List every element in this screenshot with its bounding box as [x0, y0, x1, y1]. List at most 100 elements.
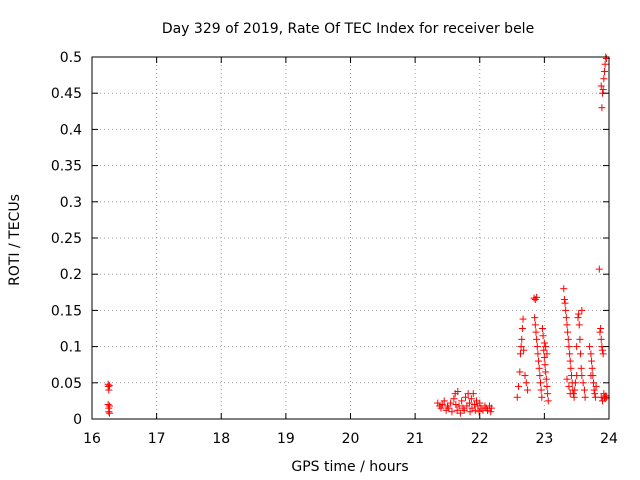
data-point [561, 299, 569, 307]
data-point [542, 368, 550, 376]
data-point [560, 296, 568, 304]
x-tick-label: 23 [535, 431, 553, 447]
data-point [469, 390, 477, 398]
x-tick-label: 20 [342, 431, 360, 447]
data-point [105, 382, 113, 390]
data-point [453, 406, 461, 414]
data-point [579, 379, 587, 387]
y-tick-labels: 0 0.05 0.1 0.15 0.2 0.25 0.3 0.35 0.4 0.45 0.5 [51, 50, 82, 428]
data-point [437, 404, 445, 412]
data-point [440, 397, 448, 405]
y-tick-label: 0.4 [60, 122, 82, 138]
data-point [566, 357, 574, 365]
data-point [475, 408, 483, 416]
data-point [577, 350, 585, 358]
data-point [448, 408, 456, 416]
data-point [562, 314, 570, 322]
data-point [574, 314, 582, 322]
data-point [538, 393, 546, 401]
axis-ticks [91, 56, 610, 420]
data-point [543, 350, 551, 358]
data-point [542, 375, 550, 383]
data-point [602, 392, 610, 400]
x-tick-label: 17 [148, 431, 166, 447]
data-point [599, 397, 607, 405]
data-point [531, 314, 539, 322]
y-tick-label: 0 [73, 412, 82, 428]
data-point [567, 364, 575, 372]
x-tick-label: 24 [600, 431, 618, 447]
data-point [537, 386, 545, 394]
data-point [600, 67, 608, 75]
data-point [538, 325, 546, 332]
x-tick-label: 18 [212, 431, 230, 447]
data-point [519, 315, 527, 323]
data-point [591, 390, 599, 398]
data-point [566, 350, 574, 358]
y-axis-label: ROTI / TECUs [7, 194, 23, 286]
data-point [450, 395, 458, 403]
data-point [466, 408, 474, 416]
data-point [588, 357, 596, 365]
y-tick-label: 0.1 [60, 340, 82, 356]
data-point [487, 404, 495, 412]
data-point [104, 382, 112, 390]
y-tick-label: 0.5 [60, 50, 82, 66]
data-point [564, 328, 572, 336]
data-point [541, 361, 549, 369]
data-point [596, 328, 604, 336]
data-point [599, 346, 607, 354]
data-point [516, 368, 524, 376]
data-point [575, 310, 583, 318]
data-point [531, 321, 539, 329]
data-point [487, 408, 495, 416]
y-tick-label: 0.05 [51, 376, 82, 392]
data-point [536, 379, 544, 387]
data-point [578, 372, 586, 380]
y-tick-label: 0.2 [60, 267, 82, 283]
data-point [516, 350, 524, 358]
data-point [592, 382, 600, 390]
data-point [544, 390, 552, 398]
data-point [597, 335, 605, 343]
data-point [565, 343, 573, 351]
data-point [540, 353, 548, 361]
data-point [588, 364, 596, 372]
data-point [105, 409, 113, 417]
data-point [522, 379, 530, 387]
data-point [597, 82, 605, 90]
data-point [521, 372, 529, 380]
data-point [601, 60, 609, 68]
data-point [438, 401, 446, 409]
data-point [452, 401, 460, 409]
data-point [471, 406, 479, 414]
data-point [560, 285, 568, 293]
data-point [462, 393, 470, 401]
data-point [598, 104, 606, 112]
data-point [562, 306, 570, 314]
data-point [543, 382, 551, 390]
data-point [445, 404, 453, 412]
data-point [105, 402, 113, 410]
data-point [575, 321, 583, 329]
data-point [518, 335, 526, 343]
data-point [532, 328, 540, 336]
data-point [587, 350, 595, 358]
data-point [581, 393, 589, 401]
y-tick-label: 0.35 [51, 159, 82, 175]
data-point [517, 343, 525, 351]
data-point [467, 395, 475, 403]
data-point [589, 379, 597, 387]
data-point [544, 397, 552, 405]
data-point [578, 306, 586, 314]
data-point [577, 364, 585, 372]
data-point [542, 343, 550, 351]
data-point [476, 399, 484, 407]
data-point [599, 86, 607, 94]
data-point [471, 401, 479, 409]
data-point [518, 325, 526, 332]
x-tick-label: 22 [471, 431, 489, 447]
data-point [484, 406, 492, 414]
